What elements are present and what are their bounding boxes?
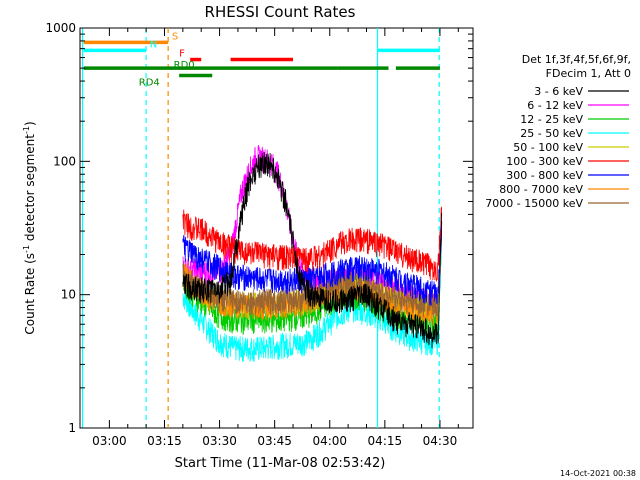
x-tick-label: 03:45	[257, 434, 292, 448]
state-bar-label: RD0	[174, 60, 195, 71]
x-axis-label: Start Time (11-Mar-08 02:53:42)	[175, 456, 386, 471]
legend-header-line-2: FDecim 1, Att 0	[546, 67, 631, 80]
state-bar-label: F	[179, 49, 185, 60]
y-tick-label: 100	[53, 154, 76, 168]
y-axis-label-sup-2: -1	[22, 126, 31, 134]
y-axis-label: Count Rate (s-1 detector segment-1)	[22, 121, 37, 334]
y-tick-label: 1	[68, 421, 76, 435]
x-tick-label: 03:00	[92, 434, 127, 448]
y-tick-label: 10	[61, 288, 76, 302]
y-tick-label: 1000	[45, 21, 76, 35]
x-tick-label: 03:15	[147, 434, 182, 448]
x-tick-label: 04:15	[368, 434, 403, 448]
chart-title: RHESSI Count Rates	[205, 3, 356, 21]
legend-label: 800 - 7000 keV	[499, 183, 583, 196]
legend-label: 7000 - 15000 keV	[485, 197, 583, 210]
x-tick-label: 04:00	[312, 434, 347, 448]
vertical-markers	[81, 28, 440, 428]
state-bar-label: S	[172, 31, 178, 42]
x-tick-label: 03:30	[202, 434, 237, 448]
series-line	[182, 237, 443, 362]
y-axis-label-mid: detector segment	[23, 134, 37, 245]
state-bar-label: N	[150, 39, 157, 50]
legend-label: 25 - 50 keV	[520, 127, 583, 140]
y-axis-label-end: )	[23, 121, 37, 126]
x-tick-label: 04:30	[423, 434, 458, 448]
y-axis-label-main: Count Rate (s	[23, 253, 37, 335]
footer-date: 14-Oct-2021 00:38	[560, 469, 636, 478]
y-axis-ticks: 1 10 100 1000	[45, 21, 473, 435]
y-axis-label-sup: -1	[22, 245, 31, 253]
legend-label: 6 - 12 keV	[527, 99, 583, 112]
legend-header-line-1: Det 1f,3f,4f,5f,6f,9f,	[522, 53, 631, 66]
legend-label: 3 - 6 keV	[534, 85, 583, 98]
legend-label: 300 - 800 keV	[506, 169, 583, 182]
legend: Det 1f,3f,4f,5f,6f,9f, FDecim 1, Att 0 3…	[485, 53, 631, 210]
series-line	[182, 206, 443, 282]
legend-label: 12 - 25 keV	[520, 113, 583, 126]
plot-frame	[79, 27, 474, 429]
legend-label: 100 - 300 keV	[506, 155, 583, 168]
state-bar-label: RD4	[139, 78, 160, 89]
series-line	[182, 152, 443, 349]
legend-label: 50 - 100 keV	[513, 141, 583, 154]
x-axis-ticks: 03:00 03:15 03:30 03:45 04:00 04:15 04:30	[92, 28, 459, 448]
series-lines	[182, 145, 443, 362]
